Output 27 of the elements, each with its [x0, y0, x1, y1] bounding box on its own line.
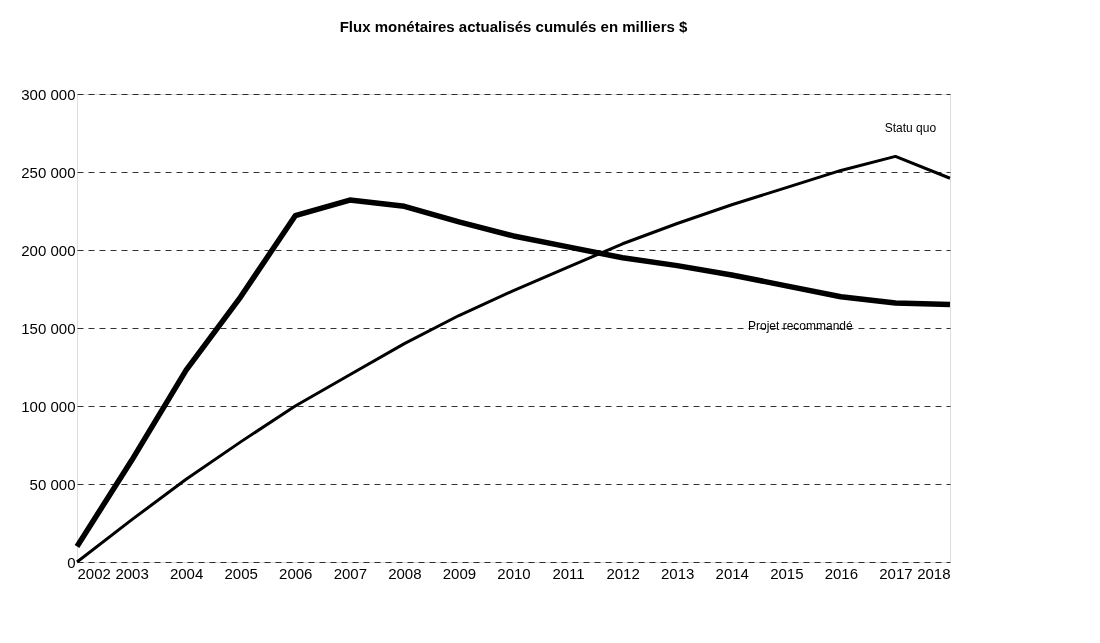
x-tick-label: 2013	[661, 564, 695, 582]
x-tick-label: 2012	[606, 564, 640, 582]
x-tick-label: 2018	[917, 564, 951, 582]
y-tick-label: 0	[67, 553, 76, 571]
x-tick-label: 2015	[770, 564, 804, 582]
x-tick-label: 2010	[497, 564, 531, 582]
y-tick-label: 150 000	[21, 319, 76, 337]
x-tick-label: 2017	[879, 564, 913, 582]
x-tick-label: 2008	[388, 564, 422, 582]
y-tick-label: 300 000	[21, 85, 76, 103]
x-tick-label: 2007	[333, 564, 367, 582]
x-tick-label: 2009	[442, 564, 477, 582]
x-tick-label: 2016	[824, 564, 859, 582]
x-tick-label: 2003	[115, 564, 149, 582]
series-label: Statu quo	[884, 121, 937, 136]
y-tick-label: 250 000	[21, 163, 76, 181]
x-tick-label: 2011	[552, 564, 585, 582]
x-tick-label: 2005	[224, 564, 258, 582]
x-tick-label: 2004	[169, 564, 204, 582]
x-tick-label: 2002	[77, 564, 111, 582]
chart-title: Flux monétaires actualisés cumulés en milliers $	[339, 18, 688, 35]
y-tick-label: 200 000	[21, 241, 76, 259]
series-label: Projet recommandé	[747, 318, 853, 333]
x-tick-label: 2006	[279, 564, 313, 582]
y-tick-label: 100 000	[21, 397, 76, 415]
x-tick-label: 2014	[715, 564, 749, 582]
y-tick-label: 50 000	[29, 475, 76, 493]
